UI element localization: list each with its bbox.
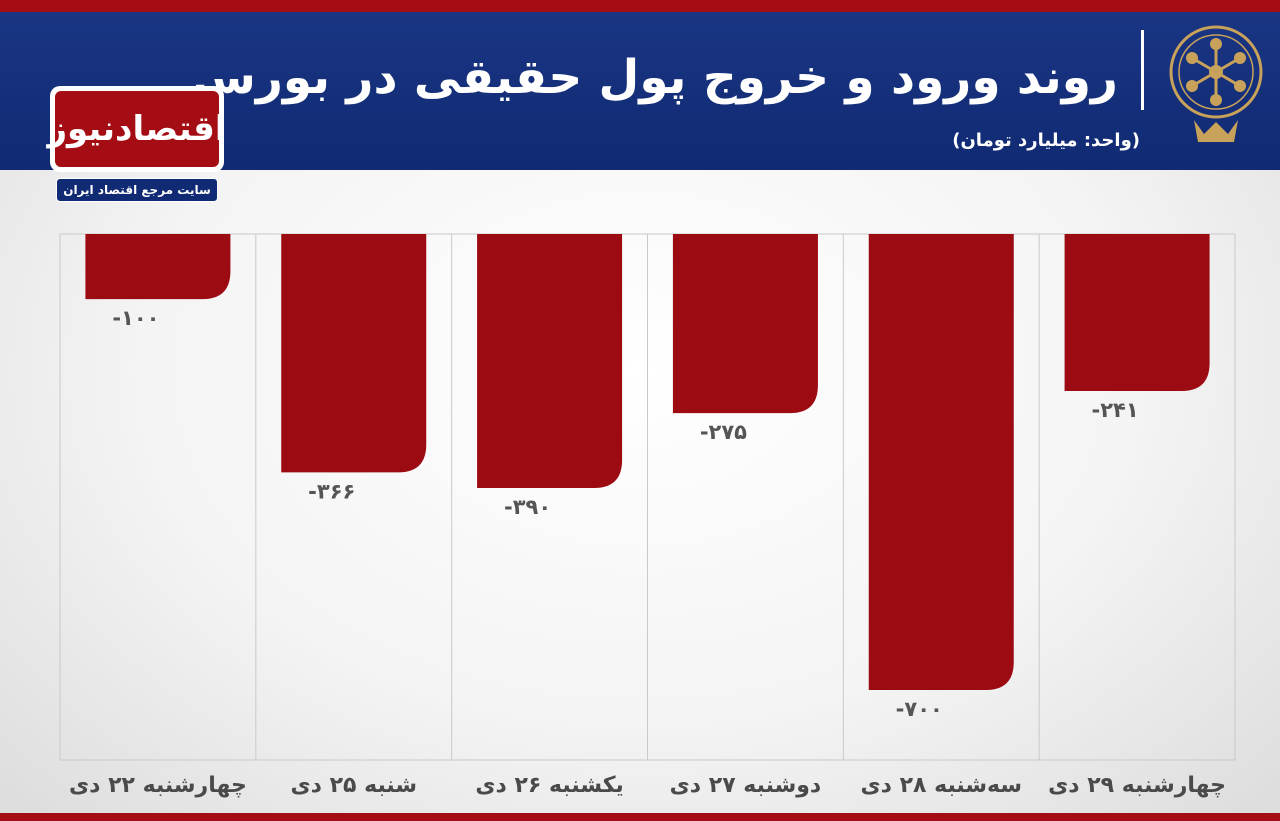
- bar: [477, 234, 623, 489]
- chart-title: روند ورود و خروج پول حقیقی در بورس: [191, 50, 1118, 105]
- data-label: -۳۹۰: [504, 495, 551, 519]
- bottom-accent-strip: [0, 813, 1280, 821]
- bar: [1064, 234, 1210, 391]
- data-label: -۷۰۰: [896, 697, 943, 721]
- bar: [85, 234, 231, 300]
- top-accent-strip: [0, 0, 1280, 12]
- unit-label: (واحد: میلیارد تومان): [952, 130, 1140, 151]
- site-logo: اقتصادنیوز: [47, 86, 227, 172]
- x-tick-label: دوشنبه ۲۷ دی: [670, 773, 822, 798]
- title-divider: [1141, 30, 1144, 110]
- bar: [672, 234, 818, 414]
- data-label: -۲۷۵: [700, 420, 747, 444]
- x-tick-label: چهارشنبه ۲۹ دی: [1048, 773, 1226, 798]
- data-label: -۲۴۱: [1091, 398, 1138, 422]
- bar: [281, 234, 427, 473]
- x-tick-label: چهارشنبه ۲۲ دی: [69, 773, 247, 798]
- stock-exchange-emblem-icon: [1169, 25, 1263, 142]
- bar: [868, 234, 1014, 690]
- x-tick-label: سه‌شنبه ۲۸ دی: [860, 773, 1022, 798]
- site-logo-text: اقتصادنیوز: [47, 91, 227, 167]
- site-tagline: سایت مرجع اقتصاد ایران: [56, 178, 218, 202]
- data-label: -۱۰۰: [112, 306, 159, 330]
- x-tick-label: شنبه ۲۵ دی: [290, 773, 417, 798]
- data-label: -۳۶۶: [308, 479, 355, 503]
- x-tick-label: یکشنبه ۲۶ دی: [475, 773, 623, 798]
